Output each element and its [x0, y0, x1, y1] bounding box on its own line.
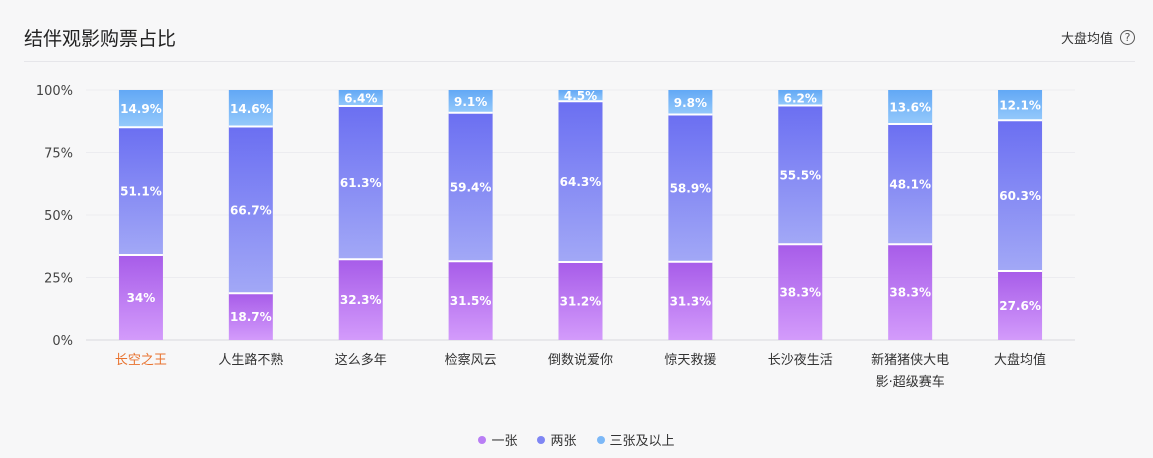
market-average-label: 大盘均值	[1060, 32, 1113, 47]
y-tick-label: 75%	[44, 147, 73, 162]
data-label: 31.3%	[670, 294, 712, 308]
bar-segment-two	[228, 126, 273, 294]
x-tick-label: 检察风云	[445, 353, 497, 368]
stacked-bar-chart: 0% 25% 50% 75% 100% 34% 51.1% 14.9% 长空之王 18.7% 66.…	[36, 84, 1075, 390]
data-label: 9.8%	[674, 96, 707, 110]
data-label: 14.6%	[230, 102, 272, 116]
bar-segment-three	[228, 90, 273, 127]
bar-segment-two	[448, 112, 493, 262]
help-icon[interactable]: ?	[1120, 30, 1135, 45]
legend-label-two: 两张	[550, 434, 577, 449]
bar-segment-one	[668, 261, 713, 340]
x-tick-label: 这么多年	[335, 352, 387, 368]
data-label: 14.9%	[120, 102, 162, 116]
data-label: 60.3%	[999, 189, 1041, 203]
x-tick-label: 惊天救援	[664, 352, 716, 368]
data-label: 38.3%	[889, 286, 931, 300]
bar-segment-two	[668, 114, 713, 262]
legend-item-three[interactable]: 三张及以上	[596, 430, 675, 449]
data-label: 59.4%	[450, 181, 492, 195]
data-label: 32.3%	[340, 293, 382, 307]
x-tick-label: 倒数说爱你	[548, 353, 613, 368]
data-label: 38.3%	[779, 286, 821, 300]
bar-segment-two	[888, 124, 933, 245]
data-label: 9.1%	[454, 95, 487, 109]
data-label: 6.2%	[784, 91, 817, 105]
data-label: 61.3%	[340, 176, 382, 190]
y-tick-label: 0%	[52, 334, 73, 349]
bar-segment-three	[668, 90, 713, 115]
data-label: 34%	[127, 291, 156, 305]
data-label: 51.1%	[120, 185, 162, 199]
bar-segment-one	[888, 244, 933, 340]
bar-segment-one	[228, 293, 273, 340]
bar-segment-one	[338, 259, 383, 340]
bar-segment-three	[338, 90, 383, 106]
data-label: 58.9%	[670, 182, 712, 196]
bar-segment-one	[118, 255, 163, 340]
x-tick-label: 长沙夜生活	[768, 353, 833, 368]
data-label: 6.4%	[344, 92, 377, 106]
data-label: 31.5%	[450, 294, 492, 308]
bar-segment-one	[448, 261, 493, 340]
x-tick-label: 新猪猪侠大电	[871, 352, 949, 368]
data-label: 55.5%	[779, 168, 821, 182]
bar-segment-three	[888, 90, 933, 124]
bar-segment-two	[118, 127, 163, 255]
data-label: 12.1%	[999, 99, 1041, 113]
bar-segment-three	[448, 90, 493, 113]
data-label: 4.5%	[564, 89, 597, 103]
bar-segment-two	[778, 105, 823, 245]
data-label: 64.3%	[560, 175, 602, 189]
chart-title: 结伴观影购票占比	[24, 28, 177, 50]
data-label: 66.7%	[230, 203, 272, 217]
y-tick-label: 50%	[44, 209, 73, 224]
legend-label-three: 三张及以上	[609, 434, 675, 449]
chart-legend: 一张 两张 三张及以上	[0, 430, 1153, 449]
data-label: 27.6%	[999, 299, 1041, 313]
bar-segment-two	[558, 101, 603, 262]
data-label: 48.1%	[889, 178, 931, 192]
market-average-link[interactable]: 大盘均值 ?	[1061, 28, 1135, 47]
bar-segment-two	[338, 106, 383, 260]
data-label: 18.7%	[230, 310, 272, 324]
bar-segment-two	[998, 120, 1043, 271]
header-divider	[24, 61, 1135, 62]
bar-segment-one	[558, 262, 603, 340]
bar-segment-one	[998, 271, 1043, 340]
x-tick-label: 大盘均值	[994, 352, 1046, 368]
y-tick-label: 100%	[36, 84, 73, 99]
bar-segment-three	[778, 90, 823, 106]
x-tick-label: 影·超级赛车	[876, 374, 945, 390]
legend-dot-three	[596, 435, 605, 444]
bar-segment-one	[778, 244, 823, 340]
bar-segment-three	[118, 90, 163, 128]
data-label: 31.2%	[560, 295, 602, 309]
legend-item-one[interactable]: 一张	[478, 430, 517, 449]
bar-segment-three	[558, 90, 603, 102]
data-label: 13.6%	[889, 101, 931, 115]
bar-segment-three	[998, 90, 1043, 121]
legend-dot-one	[478, 435, 487, 444]
y-tick-label: 25%	[44, 272, 73, 287]
legend-label-one: 一张	[491, 434, 518, 449]
x-tick-label: 人生路不熟	[218, 352, 283, 368]
legend-item-two[interactable]: 两张	[537, 430, 577, 449]
legend-dot-two	[537, 435, 546, 444]
x-tick-label: 长空之王	[115, 353, 167, 368]
